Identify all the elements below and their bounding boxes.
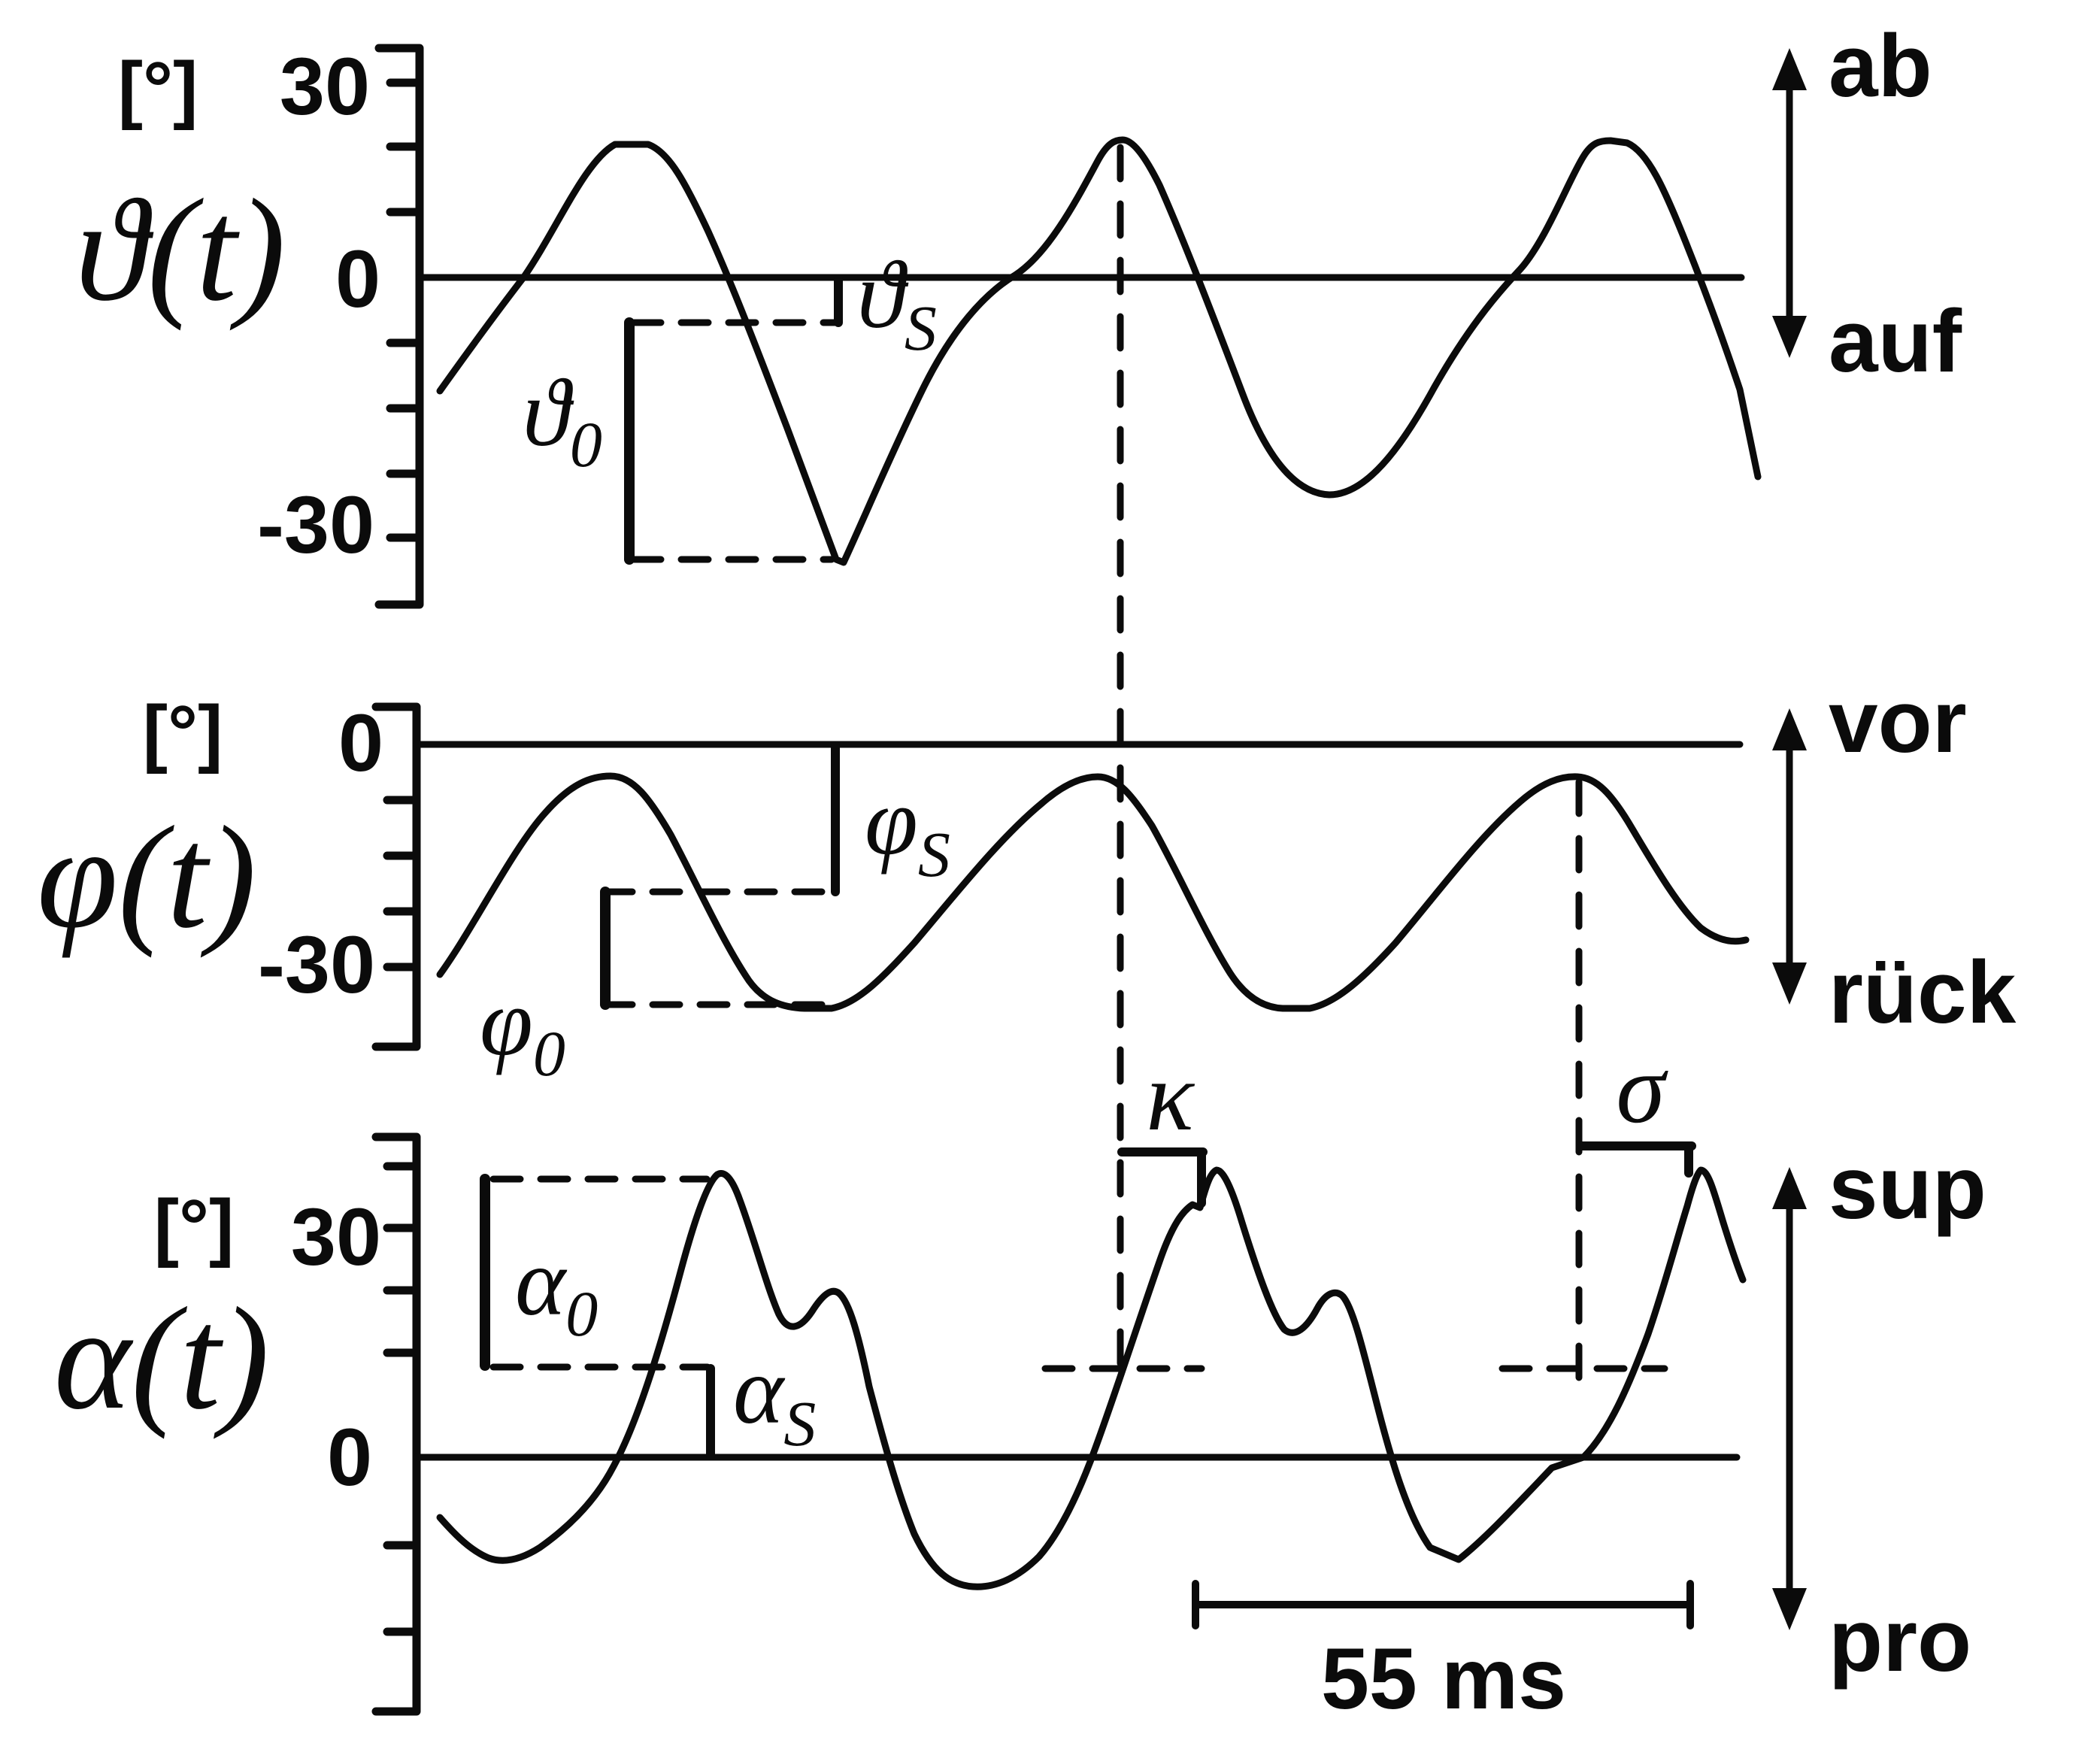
alpha-direction-arrow: sup pro (1772, 1138, 1986, 1690)
phi-amplitude-symbol: φ0 (480, 969, 565, 1090)
theta-unit-label: [°] (118, 47, 198, 131)
alpha-amplitude-base: α (515, 1229, 568, 1335)
theta-direction-arrow: ab auf (1772, 17, 1962, 391)
theta-arrow-bottom-label: auf (1829, 292, 1962, 391)
phi-ytick-neg30: -30 (258, 919, 375, 1010)
sigma-label: σ (1616, 1033, 1668, 1144)
theta-ytick-0: 0 (335, 233, 380, 324)
theta-ytick-30: 30 (280, 41, 370, 132)
theta-arrow-up-head (1772, 48, 1807, 90)
theta-mean-symbol: ϑS (857, 241, 937, 364)
alpha-curve-label: α(t) (54, 1278, 269, 1440)
alpha-curve (436, 1166, 1747, 1590)
theta-arrow-down-head (1772, 316, 1807, 358)
phi-ytick-0: 0 (338, 697, 383, 788)
phi-arrow-bottom-label: rück (1829, 943, 2017, 1042)
phi-arrow-down-head (1772, 962, 1807, 1005)
sigma-bracket (1577, 1141, 1696, 1178)
phi-arrow-up-head (1772, 708, 1807, 750)
kappa-bracket (1117, 1147, 1208, 1208)
panel-phi: [°] 0 φ(t) -30 φ0 φS vor rück (37, 672, 2017, 1090)
theta-mean-sub: S (905, 292, 937, 364)
alpha-arrow-top-label: sup (1829, 1138, 1986, 1238)
alpha-ytick-30: 30 (291, 1191, 381, 1282)
theta-amplitude-symbol: ϑ0 (523, 359, 602, 480)
theta-curve-label: ϑ(t) (75, 169, 286, 332)
theta-amplitude-base: ϑ (523, 359, 574, 466)
phi-mean-symbol: φS (865, 768, 950, 890)
phi-amplitude-base: φ (480, 969, 533, 1075)
alpha-mean-sub: S (783, 1387, 816, 1460)
theta-y-axis (374, 44, 424, 609)
panel-theta: [°] 30 ϑ(t) 0 -30 ϑ0 ϑS ab auf (75, 17, 1962, 609)
alpha-y-axis (371, 1132, 421, 1716)
alpha-unit-label: [°] (154, 1184, 235, 1269)
alpha-mean-base: α (733, 1337, 786, 1444)
theta-arrow-top-label: ab (1829, 17, 1932, 116)
theta-amplitude-sub: 0 (570, 408, 602, 480)
alpha-ytick-0: 0 (327, 1411, 372, 1502)
scale-bar-label: 55 ms (1321, 1631, 1566, 1727)
alpha-arrow-up-head (1772, 1167, 1807, 1209)
alpha-arrow-down-head (1772, 1588, 1807, 1630)
theta-curve (436, 136, 1762, 566)
panel-alpha: [°] 30 α(t) 0 α0 αS sup pro (54, 1132, 1986, 1716)
phi-curve (436, 772, 1750, 1012)
alpha-arrow-bottom-label: pro (1829, 1591, 1971, 1690)
phi-curve-label: φ(t) (37, 796, 256, 959)
phi-y-axis (371, 702, 421, 1051)
theta-mean-base: ϑ (857, 241, 909, 348)
alpha-amplitude-symbol: α0 (515, 1229, 598, 1350)
alpha-amplitude-sub: 0 (565, 1278, 598, 1350)
phi-amplitude-sub: 0 (533, 1017, 565, 1090)
phi-mean-sub: S (918, 818, 950, 890)
kappa-label: κ (1146, 1041, 1195, 1151)
time-scale-bar: 55 ms (1192, 1580, 1694, 1727)
phi-direction-arrow: vor rück (1772, 672, 2017, 1042)
phi-arrow-top-label: vor (1829, 672, 1967, 771)
theta-ytick-neg30: -30 (257, 479, 374, 570)
phi-unit-label: [°] (143, 690, 223, 775)
alpha-mean-symbol: αS (733, 1337, 816, 1460)
phi-mean-base: φ (865, 768, 918, 875)
phase-markers: κ σ (1041, 144, 1696, 1383)
